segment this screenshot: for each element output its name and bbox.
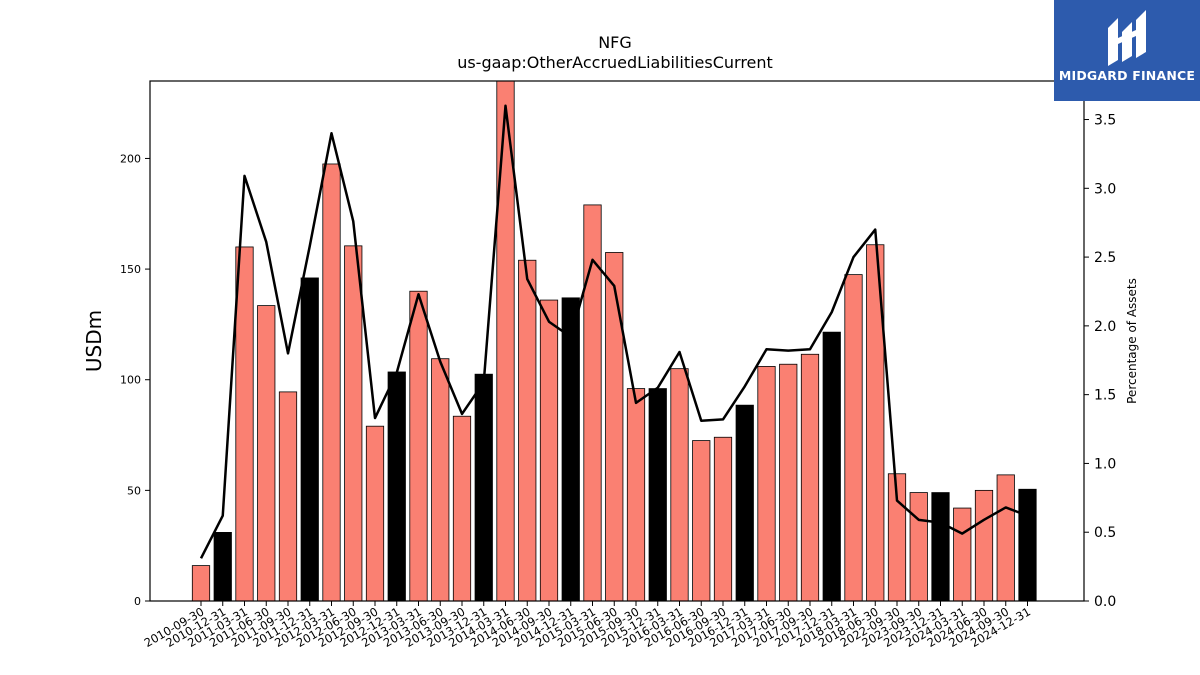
y-tick-label: 100 xyxy=(120,374,141,387)
bar xyxy=(1018,488,1037,602)
bar xyxy=(322,163,341,602)
bar xyxy=(909,492,928,602)
bar xyxy=(409,290,428,602)
bar xyxy=(822,331,841,602)
chart-title: NFG xyxy=(598,33,632,52)
bar xyxy=(974,489,994,602)
y-axis-label: USDm xyxy=(82,310,106,372)
bar xyxy=(518,259,537,602)
bar xyxy=(670,368,689,602)
midgard-logo-icon xyxy=(1108,10,1146,66)
bar xyxy=(692,440,711,602)
y2-tick-label: 3.0 xyxy=(1094,181,1116,197)
y2-tick-label: 0.0 xyxy=(1094,594,1116,610)
y2-tick-label: 2.5 xyxy=(1094,250,1116,266)
y-tick-label: 150 xyxy=(120,263,141,276)
bar xyxy=(648,388,667,602)
bar xyxy=(213,532,232,602)
bar xyxy=(539,299,559,602)
y2-tick-label: 1.0 xyxy=(1094,456,1116,472)
bar xyxy=(953,507,972,602)
bar xyxy=(387,371,406,602)
bar xyxy=(931,492,950,602)
plot-area: 0501001502000.00.51.01.52.02.53.03.52010… xyxy=(120,80,1116,650)
y2-axis-label: Percentage of Assets xyxy=(1125,278,1139,404)
bar xyxy=(235,246,254,602)
bar xyxy=(757,366,776,602)
bar xyxy=(561,297,580,602)
y-tick-label: 0 xyxy=(134,595,141,608)
plot-frame xyxy=(149,80,1085,602)
bar xyxy=(626,388,646,602)
bar xyxy=(257,305,276,602)
bar xyxy=(779,363,798,602)
bar xyxy=(800,353,820,602)
bar xyxy=(735,404,754,602)
y2-tick-label: 0.5 xyxy=(1094,525,1116,541)
bar xyxy=(605,252,624,602)
bar xyxy=(996,474,1015,602)
y2-tick-label: 3.5 xyxy=(1094,113,1116,129)
bar xyxy=(713,436,733,602)
bar xyxy=(300,277,319,602)
bar xyxy=(474,373,493,602)
percentage-line xyxy=(199,104,1028,559)
y-tick-label: 200 xyxy=(120,152,141,165)
bar xyxy=(191,565,211,602)
bar xyxy=(452,415,472,602)
bar xyxy=(344,245,363,602)
logo-text: MIDGARD FINANCE xyxy=(1058,68,1196,83)
bar xyxy=(431,358,450,602)
bar xyxy=(365,425,385,602)
bar xyxy=(844,274,863,602)
bar xyxy=(278,391,298,602)
y-tick-label: 50 xyxy=(127,484,141,497)
chart-subtitle: us-gaap:OtherAccruedLiabilitiesCurrent xyxy=(457,53,773,72)
logo: MIDGARD FINANCE xyxy=(1054,0,1200,101)
y2-tick-label: 1.5 xyxy=(1094,388,1116,404)
y2-tick-label: 2.0 xyxy=(1094,319,1116,335)
